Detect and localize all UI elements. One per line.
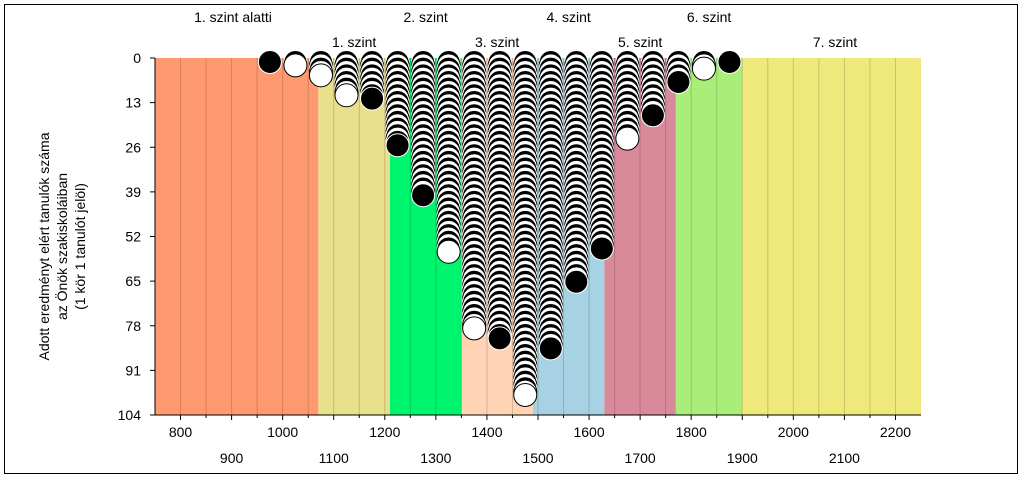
- x-tick-label: 1800: [676, 424, 707, 440]
- level-label-3: 2. szint: [403, 9, 447, 25]
- level-label-4: 3. szint: [475, 34, 519, 50]
- level-label-2: 1. szint: [332, 34, 376, 50]
- x-tick-label: 1100: [319, 450, 349, 466]
- x-tick-label: 1000: [267, 424, 298, 440]
- level-labels: 1. szint alatti 1. szint 2. szint 3. szint 4…: [194, 9, 857, 50]
- x-tick-label: 900: [220, 450, 244, 466]
- student-circle: [640, 103, 665, 128]
- student-circle: [589, 236, 614, 261]
- x-tick-label: 1900: [727, 450, 758, 466]
- student-circle: [538, 336, 563, 361]
- y-tick-labels: 0 13 26 39 52 65 78 91 104: [118, 50, 155, 423]
- student-circle: [360, 86, 385, 111]
- student-circles: [257, 50, 742, 407]
- student-circle: [436, 239, 461, 264]
- student-circle: [411, 183, 436, 208]
- y-axis-label-line: az Önök szakiskoláiban: [53, 173, 70, 320]
- student-circle: [257, 50, 282, 74]
- x-tick-label: 2000: [778, 424, 809, 440]
- x-tick-label: 800: [169, 424, 193, 440]
- y-tick-label: 91: [125, 362, 141, 378]
- y-tick-label: 104: [118, 407, 142, 423]
- x-tick-label: 1500: [522, 450, 553, 466]
- y-tick-label: 39: [125, 184, 141, 200]
- x-tick-labels: 800 1000 1200 1400 1600 1800 2000 2200 900 1100 13…: [169, 415, 911, 466]
- y-tick-label: 65: [125, 273, 141, 289]
- level-label-8: 7. szint: [813, 34, 857, 50]
- student-circle: [308, 63, 333, 88]
- y-tick-label: 78: [125, 318, 141, 334]
- chart-frame: 0 13 26 39 52 65 78 91 104 800 1000 1200 1400 1600 18…: [4, 4, 1018, 474]
- level-band-1: [155, 58, 319, 415]
- level-label-6: 5. szint: [618, 34, 662, 50]
- level-band-7: [675, 58, 743, 415]
- y-axis-label-line: Adott eredményt elért tanulók száma: [36, 132, 52, 360]
- x-tick-label: 2100: [829, 450, 860, 466]
- y-tick-label: 13: [125, 95, 141, 111]
- x-tick-label: 1300: [420, 450, 451, 466]
- student-circle: [691, 56, 716, 81]
- y-tick-label: 26: [125, 139, 141, 155]
- level-band-2: [318, 58, 390, 415]
- student-circle: [334, 83, 359, 108]
- student-circle: [717, 50, 742, 74]
- y-tick-label: 0: [133, 50, 141, 66]
- student-circle: [666, 69, 691, 94]
- y-axis-label: Adott eredményt elért tanulók száma az Ön…: [36, 132, 88, 360]
- y-axis-label-line: (1 kör 1 tanulót jelöl): [72, 183, 88, 310]
- student-circle: [513, 382, 538, 407]
- level-label-1: 1. szint alatti: [194, 9, 272, 25]
- student-circle: [462, 316, 487, 341]
- vertical-gridlines: [180, 58, 896, 415]
- student-circle: [564, 269, 589, 294]
- student-circle: [283, 53, 308, 78]
- x-tick-label: 2200: [880, 424, 911, 440]
- y-tick-label: 52: [125, 229, 141, 245]
- student-circle: [615, 126, 640, 151]
- level-band-8: [742, 58, 921, 415]
- level-label-7: 6. szint: [687, 9, 731, 25]
- x-tick-label: 1200: [369, 424, 400, 440]
- x-tick-label: 1700: [625, 450, 656, 466]
- x-tick-label: 1600: [573, 424, 604, 440]
- x-tick-label: 1400: [471, 424, 502, 440]
- student-circle: [385, 133, 410, 158]
- level-label-5: 4. szint: [546, 9, 590, 25]
- student-circle: [487, 326, 512, 351]
- chart: 0 13 26 39 52 65 78 91 104 800 1000 1200 1400 1600 18…: [36, 9, 921, 466]
